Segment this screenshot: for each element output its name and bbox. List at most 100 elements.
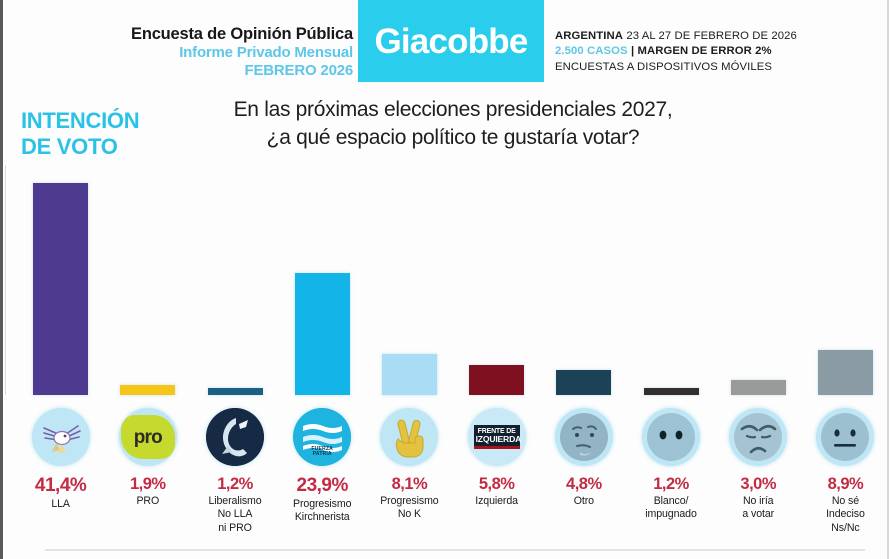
bar-label-cell: 4,8% Otro xyxy=(540,475,627,552)
header-country-dates: ARGENTINA 23 AL 27 DE FEBRERO DE 2026 xyxy=(555,29,885,44)
lla-lion-icon xyxy=(31,408,90,466)
bar-category-label: Blanco/impugnado xyxy=(629,495,712,521)
bar-chart xyxy=(3,165,889,395)
fi-line-2: IZQUIERDA xyxy=(475,434,522,445)
party-icon-cell xyxy=(627,404,714,470)
bar xyxy=(33,183,89,395)
intencion-line-1: INTENCIÓN xyxy=(21,108,140,133)
bar-value-label: 3,0% xyxy=(740,475,777,493)
survey-title: Encuesta de Opinión Pública xyxy=(131,25,353,43)
bar xyxy=(817,349,873,395)
bar-value-label: 1,9% xyxy=(130,475,166,493)
bar-category-label: Izquierda xyxy=(455,495,538,508)
bar-category-line: Indeciso xyxy=(826,508,865,521)
question-text: En las próximas elecciones presidenciale… xyxy=(168,96,738,152)
bar-label-cell: 23,9% Progresismo Kirchnerista xyxy=(279,476,366,552)
bar-category-line: ni PRO xyxy=(218,521,252,534)
bar-category-label: PRO xyxy=(106,495,189,508)
bar xyxy=(469,365,525,395)
party-icon-cell: FUERZA PATRIA xyxy=(279,404,366,470)
bar xyxy=(381,353,437,395)
intencion-line-2: DE VOTO xyxy=(21,133,118,159)
bar-label-cell: 3,0% No iría a votar xyxy=(715,475,802,552)
bar xyxy=(294,272,350,395)
y-axis-line xyxy=(5,165,6,395)
bar-category-line: Ns/Nc xyxy=(831,521,860,534)
bar-category-line: No K xyxy=(397,508,421,521)
bar xyxy=(556,370,612,395)
bar-column xyxy=(366,165,453,395)
thinking-face-icon xyxy=(554,408,613,466)
bar-label-cell: 1,9% PRO xyxy=(104,475,191,552)
bar-category-line: Progresismo xyxy=(380,495,439,508)
bar-category-line: No LLA xyxy=(217,508,253,521)
liberal-figure-icon xyxy=(206,408,264,466)
bar xyxy=(730,379,786,395)
frente-izquierda-badge: FRENTE DE IZQUIERDA xyxy=(473,424,522,450)
bar-value-label: 41,4% xyxy=(34,475,87,496)
bar xyxy=(120,385,176,395)
bar-column xyxy=(279,165,366,395)
giacobbe-logo-text: Giacobbe xyxy=(374,21,528,61)
party-icon-cell xyxy=(802,404,889,470)
bar-category-line: Liberalismo xyxy=(208,495,262,508)
bar-category-label: Progresismo Kirchnerista xyxy=(281,498,364,524)
bar-category-label: Otro xyxy=(542,495,625,508)
header-right-block: ARGENTINA 23 AL 27 DE FEBRERO DE 2026 2.… xyxy=(555,29,885,75)
bar-category-label: LLA xyxy=(19,498,102,511)
separator: | xyxy=(630,45,635,58)
header: Encuesta de Opinión Pública Informe Priv… xyxy=(3,0,889,86)
margin-of-error-label: MARGEN DE ERROR 2% xyxy=(637,45,772,58)
bar-category-line: Kirchnerista xyxy=(294,511,350,524)
bar-label-cell: 8,9% No sé Indeciso Ns/Nc xyxy=(802,475,889,552)
bar-value-label: 8,9% xyxy=(827,475,864,493)
party-icon-cell: FRENTE DE IZQUIERDA xyxy=(453,404,540,470)
bar-column xyxy=(627,165,714,395)
dates-label: 23 AL 27 DE FEBRERO DE 2026 xyxy=(626,30,797,42)
bar-label-cell: 1,2% Blanco/impugnado xyxy=(627,475,714,552)
pro-logo-text: pro xyxy=(133,426,163,448)
bar-category-line: Progresismo xyxy=(293,497,352,510)
intencion-de-voto-title: INTENCIÓN DE VOTO xyxy=(21,108,181,159)
victory-hand-icon xyxy=(380,408,439,466)
bar-column xyxy=(802,165,889,395)
bar-column xyxy=(715,165,802,395)
bar-value-label: 1,2% xyxy=(653,475,689,493)
bar-label-cell: 41,4% LLA xyxy=(17,476,104,552)
footer-divider xyxy=(45,549,865,551)
bar-column xyxy=(453,165,540,395)
bar xyxy=(643,388,699,395)
fuerza-patria-icon: FUERZA PATRIA xyxy=(293,408,352,466)
bar-category-line: No iría xyxy=(742,495,774,508)
party-icon-cell xyxy=(191,404,278,470)
bar-label-cell: 5,8% Izquierda xyxy=(453,475,540,552)
bar-columns xyxy=(17,165,889,395)
bar-value-label: 5,8% xyxy=(478,475,515,493)
fi-line-1: FRENTE DE xyxy=(477,427,516,435)
bar-category-line: Izquierda xyxy=(475,495,518,508)
bar-label-row: 41,4% LLA 1,9% PRO 1,2% Liberalismo No LLA ni P… xyxy=(17,475,889,552)
party-icon-row: pro FUERZA PATRIA FRENTE DE IZQUIERDA xyxy=(17,404,889,470)
bar-category-label: Progresismo No K xyxy=(368,495,451,521)
question-line-1: En las próximas elecciones presidenciale… xyxy=(233,98,673,121)
bar-value-label: 23,9% xyxy=(296,475,349,496)
bar-column xyxy=(17,165,104,395)
no-mouth-face-icon xyxy=(642,408,701,466)
party-icon-cell xyxy=(540,404,627,470)
bar-column xyxy=(104,165,191,395)
pro-logo-icon: pro xyxy=(118,408,177,466)
bar-category-line: Blanco/ xyxy=(653,495,689,508)
bar-value-label: 4,8% xyxy=(566,475,602,493)
country-label: ARGENTINA xyxy=(555,30,624,42)
bar-category-label: No sé Indeciso Ns/Nc xyxy=(804,495,887,534)
disappointed-face-icon xyxy=(729,408,788,466)
header-cases-margin: 2.500 CASOS | MARGEN DE ERROR 2% xyxy=(555,44,885,59)
party-icon-cell: pro xyxy=(104,404,191,470)
giacobbe-logo: Giacobbe xyxy=(358,0,544,82)
neutral-face-icon xyxy=(816,408,875,466)
bar-category-line: impugnado xyxy=(645,508,697,521)
bar-category-line: No sé xyxy=(831,495,860,508)
bar-label-cell: 8,1% Progresismo No K xyxy=(366,475,453,552)
bar-category-label: No iría a votar xyxy=(717,495,800,521)
